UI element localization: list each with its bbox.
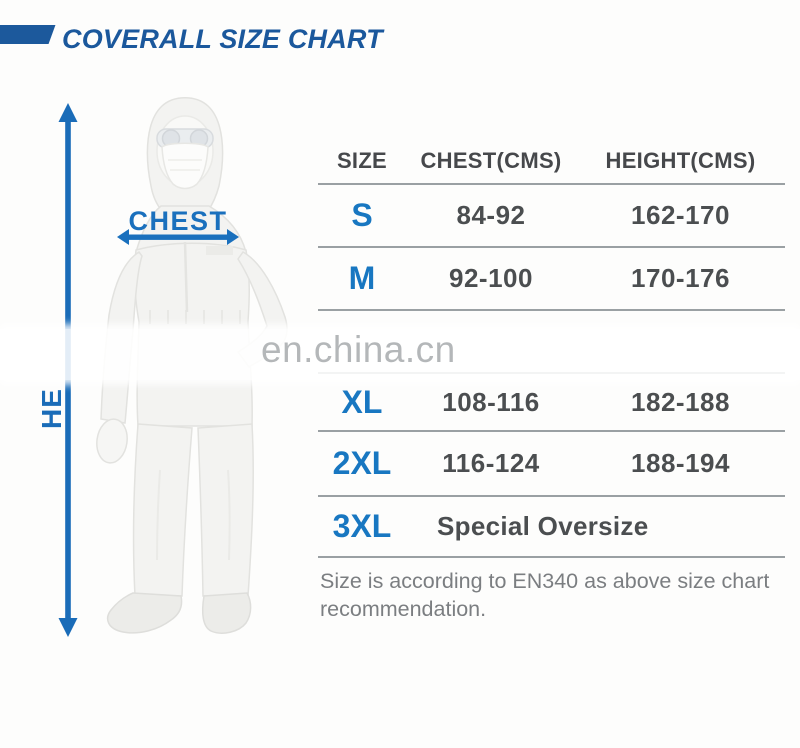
column-header-chest: CHEST(CMS) — [420, 147, 562, 173]
page-title: COVERALL SIZE CHART — [62, 24, 383, 54]
column-header-size: SIZE — [336, 147, 388, 173]
person-zipper — [183, 241, 189, 313]
person-left-shoe — [107, 592, 183, 634]
table-header-row: SIZE CHEST(CMS) HEIGHT(CMS) — [318, 138, 785, 185]
height-cell: 182-188 — [631, 386, 730, 417]
height-cell: 162-170 — [631, 200, 730, 230]
size-cell: XL — [341, 383, 383, 420]
chest-cell: 84-92 — [456, 200, 526, 230]
height-cell: 170-176 — [631, 263, 730, 293]
size-cell: M — [348, 260, 376, 296]
person-goggles — [156, 128, 214, 149]
chest-cell: 92-100 — [449, 263, 533, 293]
watermark-band: en.china.cn — [0, 329, 800, 380]
person-right-leg — [197, 423, 254, 597]
person-leg-folds — [156, 469, 231, 561]
watermark-text: en.china.cn — [261, 329, 456, 370]
table-row-2xl: 2XL 116-124 188-194 — [318, 432, 785, 497]
person-right-shoe — [201, 592, 252, 634]
table-row-s: S 84-92 162-170 — [318, 185, 785, 248]
person-waist-elastic — [149, 310, 241, 324]
chest-arrow-label: CHEST — [128, 206, 227, 236]
size-cell: 2XL — [332, 445, 392, 481]
size-cell: S — [351, 197, 373, 233]
size-table: SIZE CHEST(CMS) HEIGHT(CMS) S 84-92 162-… — [318, 138, 785, 558]
table-row-xl: XL 108-116 182-188 — [318, 374, 785, 432]
chest-cell: 108-116 — [442, 386, 540, 417]
size-cell: 3XL — [332, 508, 392, 544]
standard-note: Size is according to EN340 as above size… — [320, 569, 770, 622]
table-row-m: M 92-100 170-176 — [318, 248, 785, 311]
person-left-glove — [96, 418, 128, 464]
title-bullet — [0, 25, 56, 44]
person-chest-label-patch — [206, 246, 233, 255]
person-mask — [161, 142, 209, 190]
person-left-leg — [132, 423, 193, 597]
column-header-height: HEIGHT(CMS) — [605, 147, 756, 173]
table-row-3xl: 3XL Special Oversize — [318, 497, 785, 558]
height-arrow-label: HE — [36, 388, 67, 429]
special-size-cell: Special Oversize — [437, 511, 649, 541]
chest-cell: 116-124 — [442, 448, 540, 478]
height-cell: 188-194 — [631, 448, 730, 478]
chest-arrow — [117, 229, 239, 245]
